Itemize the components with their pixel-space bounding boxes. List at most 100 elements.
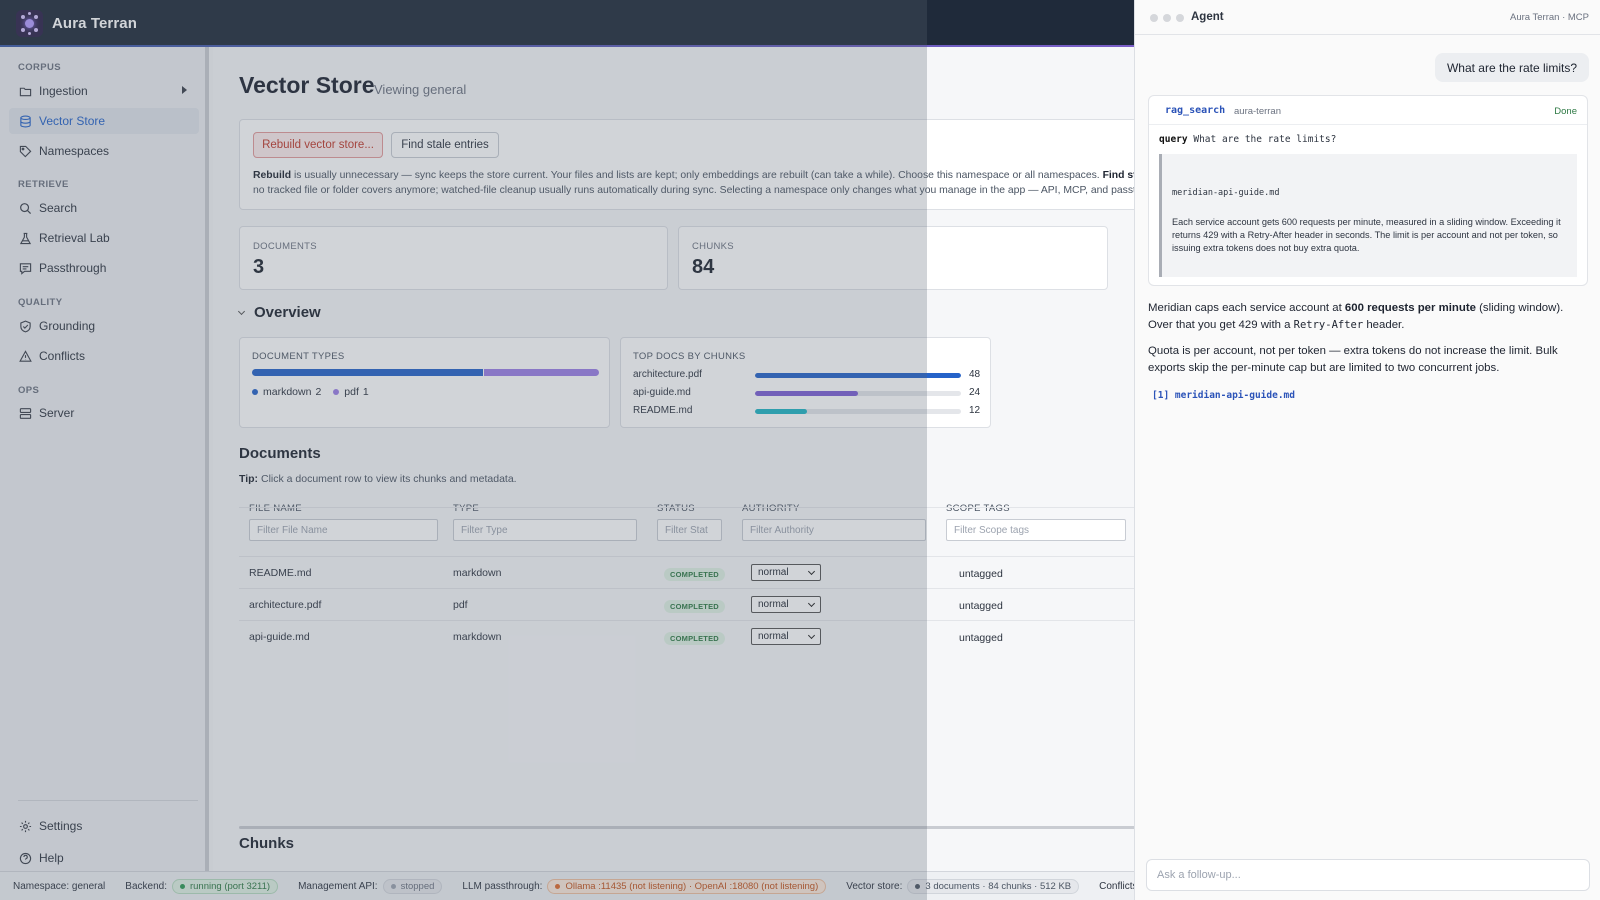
documents-title: Documents (239, 445, 321, 462)
status-vector-label: Vector store: (846, 880, 903, 892)
top-doc-row: architecture.pdf 48 (633, 369, 983, 383)
row-type: markdown (453, 567, 502, 579)
overview-toggle[interactable]: Overview (237, 304, 321, 321)
document-types-label: DOCUMENT TYPES (252, 351, 345, 362)
authority-select[interactable]: normal (751, 628, 821, 645)
chevron-down-icon (237, 307, 246, 315)
citation-link[interactable]: [1] meridian-api-guide.md (1152, 390, 1295, 401)
top-doc-value: 48 (969, 369, 981, 380)
result-file-name: meridian-api-guide.md (1172, 188, 1280, 198)
page-title: Vector Store (239, 72, 375, 98)
chunks-title: Chunks (239, 835, 295, 852)
sidebar-item-namespaces[interactable]: Namespaces (9, 138, 199, 164)
sidebar-item-help[interactable]: Help (9, 845, 199, 871)
help-icon (19, 852, 32, 864)
filter-status-input[interactable] (657, 519, 722, 541)
vector-store-status-pill: 3 documents · 84 chunks · 512 KB (907, 878, 1080, 894)
sidebar-item-ingestion[interactable]: Ingestion (9, 78, 199, 104)
window-maximize-icon[interactable] (1176, 14, 1184, 22)
sidebar-item-label: Retrieval Lab (39, 231, 110, 245)
top-doc-bar-fill (755, 391, 858, 396)
tool-name: rag_search (1165, 105, 1226, 116)
agent-meta: Aura Terran · MCP (1509, 12, 1589, 23)
tag-icon (19, 145, 32, 157)
sidebar-item-label: Namespaces (39, 144, 110, 158)
sidebar-item-label: Server (39, 406, 75, 420)
management-status-pill: stopped (382, 878, 443, 894)
filter-file-name-input[interactable] (249, 519, 438, 541)
status-management-label: Management API: (298, 880, 378, 892)
row-file-name[interactable]: architecture.pdf (249, 599, 322, 611)
sidebar-item-grounding[interactable]: Grounding (9, 313, 199, 339)
header-divider (239, 507, 1134, 508)
sidebar-item-search[interactable]: Search (9, 195, 199, 221)
section-label-quality: QUALITY (18, 297, 63, 308)
authority-select[interactable]: normal (751, 564, 821, 581)
column-header-type[interactable]: TYPE (453, 503, 480, 514)
document-types-card: DOCUMENT TYPES markdown 2 pdf 1 (239, 337, 610, 428)
user-message: What are the rate limits? (1434, 53, 1589, 82)
warning-icon (19, 349, 32, 362)
sidebar-item-settings[interactable]: Settings (9, 813, 199, 839)
legend-dot-icon (252, 389, 258, 395)
status-conflicts-label: Conflicts: (1099, 880, 1134, 892)
documents-stat-value: 3 (253, 256, 265, 278)
row-file-name[interactable]: README.md (249, 567, 312, 579)
top-doc-bar-fill (755, 409, 807, 414)
top-doc-bar-track (755, 373, 961, 378)
row-file-name[interactable]: api-guide.md (249, 631, 310, 643)
legend-label: markdown (263, 386, 312, 398)
authority-select[interactable]: normal (751, 596, 821, 613)
window-minimize-icon[interactable] (1163, 14, 1171, 22)
filter-type-input[interactable] (453, 519, 637, 541)
document-type-segment-pdf (483, 369, 599, 376)
agent-answer-paragraph: Quota is per account, not per token — ex… (1148, 345, 1558, 374)
top-bar: Aura Terran (0, 0, 1134, 47)
document-type-segment-markdown (252, 369, 484, 376)
section-label-corpus: CORPUS (18, 62, 62, 73)
legend-count: 2 (315, 386, 322, 398)
chunks-splitter[interactable] (239, 826, 1134, 829)
sidebar-item-conflicts[interactable]: Conflicts (9, 343, 199, 369)
tool-server: aura-terran (1234, 106, 1281, 117)
tool-call-card[interactable]: rag_search aura-terran Done query What a… (1148, 95, 1588, 286)
find-stale-entries-button[interactable]: Find stale entries (391, 132, 499, 158)
main-content: Vector Store Viewing general Rebuild vec… (213, 47, 1134, 871)
search-icon (20, 202, 32, 214)
filter-scope-tags-input[interactable] (946, 519, 1126, 541)
sidebar-item-vector-store[interactable]: Vector Store (9, 108, 199, 134)
status-bar: Namespace: general Backend: running (por… (0, 871, 1134, 900)
window-close-icon[interactable] (1150, 14, 1158, 22)
shield-check-icon (20, 320, 31, 332)
chevron-right-icon[interactable] (182, 86, 187, 94)
top-doc-bar-track (755, 391, 961, 396)
result-text: Each service account gets 600 requests p… (1172, 217, 1561, 253)
status-badge: COMPLETED (664, 632, 725, 645)
rebuild-vector-store-button[interactable]: Rebuild vector store... (253, 132, 383, 158)
sidebar-item-passthrough[interactable]: Passthrough (9, 255, 199, 281)
tool-result: meridian-api-guide.md Each service accou… (1159, 154, 1577, 277)
row-type: pdf (453, 599, 468, 611)
filter-authority-input[interactable] (742, 519, 926, 541)
top-doc-name: api-guide.md (633, 387, 691, 398)
documents-stat-card: DOCUMENTS 3 (239, 226, 668, 290)
top-doc-name: README.md (633, 405, 693, 416)
column-header-status[interactable]: STATUS (657, 503, 695, 514)
app-logo-icon (16, 10, 43, 37)
sidebar-item-label: Settings (39, 819, 83, 833)
section-label-retrieve: RETRIEVE (18, 179, 69, 190)
column-header-authority[interactable]: AUTHORITY (742, 503, 800, 514)
legend-count: 1 (362, 386, 369, 398)
top-doc-name: architecture.pdf (633, 369, 702, 380)
sidebar-item-label: Passthrough (39, 261, 107, 275)
column-header-scope-tags[interactable]: SCOPE TAGS (946, 503, 1010, 514)
column-header-file-name[interactable]: FILE NAME (249, 503, 302, 514)
sidebar: CORPUS Ingestion Vector Store Namespaces… (0, 47, 209, 871)
follow-up-input[interactable] (1146, 859, 1590, 891)
row-type: markdown (453, 631, 502, 643)
sidebar-item-retrieval-lab[interactable]: Retrieval Lab (9, 225, 199, 251)
sidebar-item-server[interactable]: Server (9, 400, 199, 426)
agent-panel: Agent Aura Terran · MCP What are the rat… (1134, 0, 1600, 900)
agent-header: Agent Aura Terran · MCP (1135, 0, 1600, 35)
page-subtitle: Viewing general (374, 82, 467, 97)
